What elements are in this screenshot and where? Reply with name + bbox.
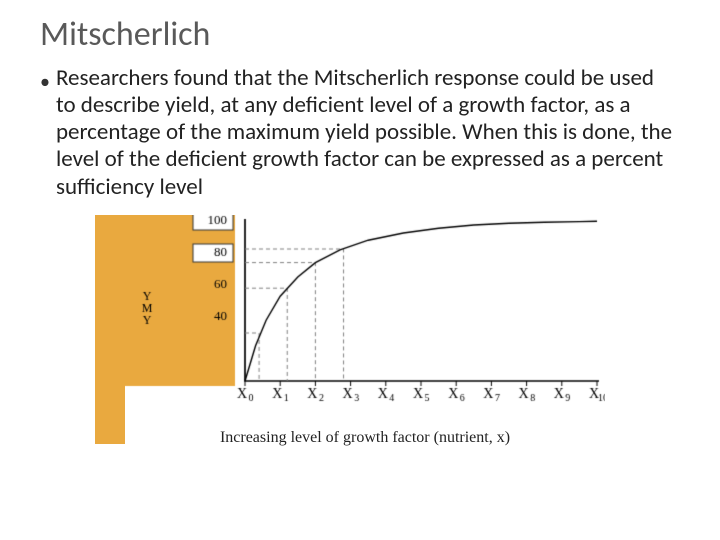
bullet-text: Researchers found that the Mitscherlich … [56,65,676,201]
slide: Mitscherlich • Researchers found that th… [0,0,720,540]
x-axis-caption: Increasing level of growth factor (nutri… [125,429,605,447]
mitscherlich-chart [125,215,605,420]
bullet-marker: • [40,70,50,94]
slide-title: Mitscherlich [40,14,690,55]
bullet-item: • Researchers found that the Mitscherlic… [40,65,690,201]
chart-container: Increasing level of growth factor (nutri… [95,215,690,447]
chart-box: Increasing level of growth factor (nutri… [125,215,605,447]
chart-left-band [95,215,125,444]
